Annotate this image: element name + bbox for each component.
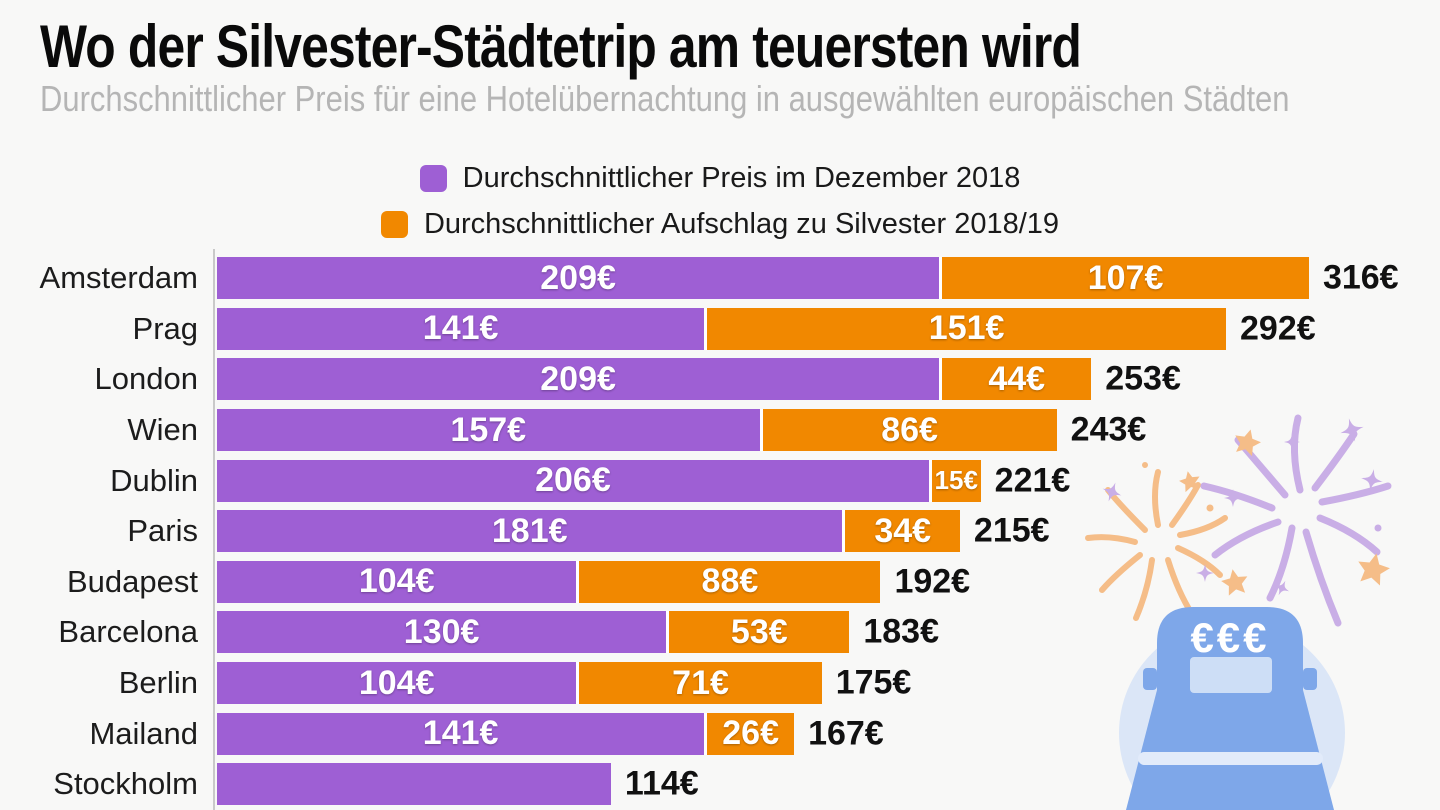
- bar-value-label: 206€: [535, 461, 611, 500]
- category-label: London: [94, 361, 198, 397]
- bar-total-label: 243€: [1070, 410, 1147, 449]
- bar-value-label: 44€: [988, 359, 1046, 398]
- category-label: Wien: [127, 412, 198, 448]
- bar-segment-silvester-surcharge: 53€: [666, 611, 850, 654]
- category-label: Mailand: [89, 715, 198, 751]
- bar-segment-december-price: 141€: [217, 307, 705, 350]
- bar-track: 209€ 107€ 316€: [217, 257, 1440, 300]
- chart-row: Prag 141€ 151€ 292€: [0, 304, 1440, 355]
- chart-row: Stockholm 114€: [0, 759, 1440, 810]
- category-label: Dublin: [110, 462, 198, 498]
- category-label: Barcelona: [58, 614, 198, 650]
- category-label: Budapest: [67, 563, 198, 599]
- bar-segment-december-price: 209€: [217, 358, 940, 401]
- chart-row: London 209€ 44€ 253€: [0, 354, 1440, 405]
- chart-row: Dublin 206€ 15€ 221€: [0, 455, 1440, 506]
- bar-segment-december-price: 157€: [217, 409, 760, 452]
- bar-segment-silvester-surcharge: 34€: [842, 510, 960, 553]
- bar-segment-silvester-surcharge: 71€: [576, 662, 822, 705]
- bar-total-label: 215€: [973, 511, 1050, 550]
- legend-item: Durchschnittlicher Aufschlag zu Silveste…: [380, 202, 1060, 246]
- bar-value-label: 141€: [422, 714, 499, 753]
- bar-total-label: 183€: [863, 612, 939, 651]
- bar-total-label: 253€: [1105, 359, 1181, 398]
- bar-value-label: 71€: [672, 663, 729, 702]
- bar-segment-december-price: [217, 763, 611, 806]
- bar-track: 141€ 26€ 167€: [217, 712, 1440, 755]
- bar-value-label: 151€: [928, 309, 1005, 348]
- chart-row: Amsterdam 209€ 107€ 316€: [0, 253, 1440, 304]
- chart-rows: Amsterdam 209€ 107€ 316€ Prag 141€ 151€ 292€ Lon…: [0, 253, 1440, 810]
- bar-value-label: 53€: [730, 612, 788, 651]
- bar-value-label: 15€: [934, 465, 978, 496]
- legend-item-label: Durchschnittlicher Aufschlag zu Silveste…: [423, 207, 1060, 240]
- bar-value-label: 209€: [540, 359, 616, 398]
- bar-segment-december-price: 181€: [217, 510, 843, 553]
- bar-value-label: 181€: [491, 511, 568, 550]
- page-subtitle: Durchschnittlicher Preis für eine Hotelü…: [40, 78, 1290, 119]
- category-label: Amsterdam: [39, 260, 198, 296]
- bar-segment-silvester-surcharge: 44€: [939, 358, 1092, 401]
- bar-value-label: 34€: [874, 511, 932, 550]
- bar-track: 114€: [217, 763, 1440, 806]
- bar-segment-december-price: 130€: [217, 611, 667, 654]
- bar-total-label: 167€: [808, 714, 884, 753]
- bar-track: 104€ 71€ 175€: [217, 662, 1440, 705]
- bar-total-label: 114€: [624, 764, 699, 803]
- category-label: Berlin: [118, 665, 198, 701]
- bar-track: 130€ 53€ 183€: [217, 611, 1440, 654]
- bar-segment-silvester-surcharge: 26€: [704, 712, 795, 755]
- chart-row: Berlin 104€ 71€ 175€: [0, 658, 1440, 709]
- bar-value-label: 86€: [881, 410, 938, 449]
- chart-row: Paris 181€ 34€ 215€: [0, 506, 1440, 557]
- bar-value-label: 130€: [403, 612, 480, 651]
- bar-value-label: 107€: [1087, 258, 1164, 297]
- bar-track: 206€ 15€ 221€: [217, 459, 1440, 502]
- chart-row: Budapest 104€ 88€ 192€: [0, 557, 1440, 608]
- bar-segment-silvester-surcharge: 107€: [939, 257, 1309, 300]
- legend-item: Durchschnittlicher Preis im Dezember 201…: [419, 156, 1021, 200]
- bar-track: 181€ 34€ 215€: [217, 510, 1440, 553]
- bar-segment-december-price: 104€: [217, 560, 577, 603]
- bar-total-label: 221€: [994, 461, 1071, 500]
- bar-segment-silvester-surcharge: 88€: [576, 560, 881, 603]
- bar-total-label: 316€: [1322, 258, 1399, 297]
- bar-value-label: 104€: [358, 663, 435, 702]
- bar-value-label: 88€: [701, 562, 759, 601]
- chart-row: Mailand 141€ 26€ 167€: [0, 708, 1440, 759]
- bar-track: 141€ 151€ 292€: [217, 307, 1440, 350]
- bar-total-label: 292€: [1240, 309, 1316, 348]
- bar-segment-december-price: 141€: [217, 712, 705, 755]
- category-label: Stockholm: [53, 766, 198, 802]
- bar-segment-december-price: 209€: [217, 257, 940, 300]
- y-axis-line: [213, 249, 215, 810]
- bar-segment-december-price: 206€: [217, 459, 929, 502]
- bar-value-label: 141€: [422, 309, 499, 348]
- category-label: Paris: [127, 513, 198, 549]
- chart-row: Barcelona 130€ 53€ 183€: [0, 607, 1440, 658]
- bar-segment-silvester-surcharge: 86€: [759, 409, 1057, 452]
- bar-value-label: 104€: [358, 562, 435, 601]
- legend: Durchschnittlicher Preis im Dezember 201…: [0, 156, 1440, 246]
- bar-segment-december-price: 104€: [217, 662, 577, 705]
- legend-item-label: Durchschnittlicher Preis im Dezember 201…: [462, 161, 1021, 194]
- bar-total-label: 192€: [894, 562, 971, 601]
- bar-value-label: 157€: [450, 410, 527, 449]
- bar-track: 209€ 44€ 253€: [217, 358, 1440, 401]
- bar-segment-silvester-surcharge: 151€: [704, 307, 1226, 350]
- page-title: Wo der Silvester-Städtetrip am teuersten…: [40, 13, 1082, 80]
- bar-value-label: 209€: [540, 258, 616, 297]
- chart-row: Wien 157€ 86€ 243€: [0, 405, 1440, 456]
- bar-track: 104€ 88€ 192€: [217, 560, 1440, 603]
- legend-swatch-icon: [380, 210, 408, 238]
- bar-total-label: 175€: [835, 663, 912, 702]
- bar-segment-silvester-surcharge: 15€: [928, 459, 981, 502]
- bar-value-label: 26€: [722, 714, 779, 753]
- category-label: Prag: [132, 310, 198, 346]
- legend-swatch-icon: [419, 164, 447, 192]
- bar-track: 157€ 86€ 243€: [217, 409, 1440, 452]
